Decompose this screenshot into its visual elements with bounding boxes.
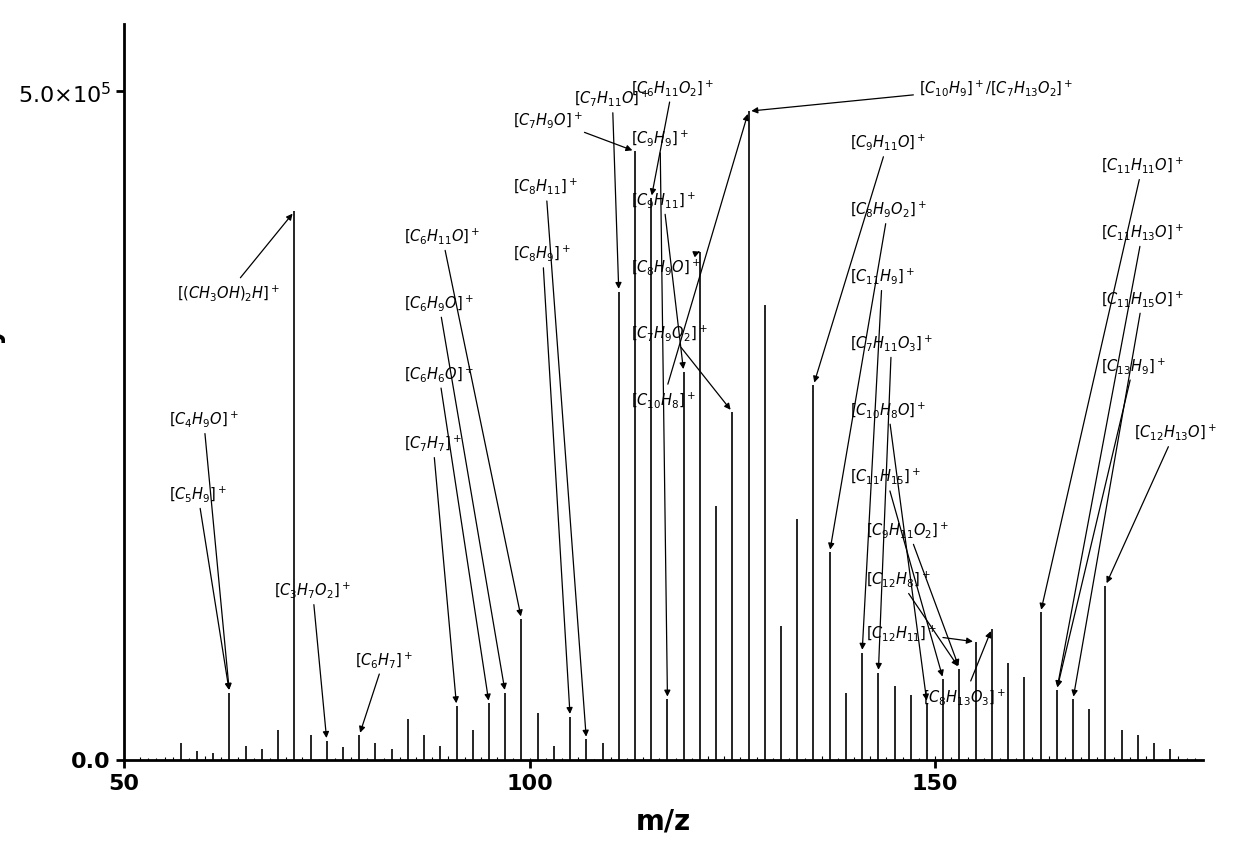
Text: $[C_{10}H_9]^+/[C_7H_{13}O_2]^+$: $[C_{10}H_9]^+/[C_7H_{13}O_2]^+$ — [753, 78, 1074, 114]
Text: $[(CH_3OH)_2H]^+$: $[(CH_3OH)_2H]^+$ — [177, 215, 291, 303]
Text: $[C_6H_7]^+$: $[C_6H_7]^+$ — [355, 649, 413, 732]
Text: $[C_{10}H_8O]^+$: $[C_{10}H_8O]^+$ — [849, 399, 929, 700]
Text: $[C_7H_9O_2]^+$: $[C_7H_9O_2]^+$ — [631, 323, 730, 409]
Text: $[C_3H_7O_2]^+$: $[C_3H_7O_2]^+$ — [274, 580, 351, 737]
Text: $[C_6H_{11}O]^+$: $[C_6H_{11}O]^+$ — [404, 226, 522, 615]
Text: $[C_8H_9O]^+$: $[C_8H_9O]^+$ — [631, 252, 701, 276]
Text: $[C_{12}H_{13}O]^+$: $[C_{12}H_{13}O]^+$ — [1107, 422, 1216, 582]
Text: $[C_5H_9]^+$: $[C_5H_9]^+$ — [169, 484, 231, 689]
Text: $[C_9H_{11}O]^+$: $[C_9H_{11}O]^+$ — [813, 133, 926, 381]
Text: $[C_{13}H_9]^+$: $[C_{13}H_9]^+$ — [1056, 355, 1166, 686]
Text: $[C_4H_9O]^+$: $[C_4H_9O]^+$ — [169, 408, 238, 689]
Text: $[C_{11}H_{11}O]^+$: $[C_{11}H_{11}O]^+$ — [1040, 155, 1184, 609]
Text: $[C_9H_{11}]^+$: $[C_9H_{11}]^+$ — [631, 190, 696, 368]
Text: $[C_{11}H_9]^+$: $[C_{11}H_9]^+$ — [849, 266, 915, 649]
Text: $[C_7H_{11}O_3]^+$: $[C_7H_{11}O_3]^+$ — [849, 333, 934, 668]
Text: $[C_7H_9O]^+$: $[C_7H_9O]^+$ — [513, 110, 631, 151]
Text: $[C_7H_7]^+$: $[C_7H_7]^+$ — [404, 433, 463, 702]
Text: $[C_{10}H_8]^+$: $[C_{10}H_8]^+$ — [631, 116, 749, 410]
Text: $[C_{12}H_8]^+$: $[C_{12}H_8]^+$ — [867, 569, 957, 665]
Text: $[C_8H_9]^+$: $[C_8H_9]^+$ — [513, 243, 572, 712]
Text: $[C_8H_{11}]^+$: $[C_8H_{11}]^+$ — [513, 176, 588, 735]
Text: $[C_6H_6O]^+$: $[C_6H_6O]^+$ — [404, 364, 490, 700]
Text: $[C_7H_{11}O]^+$: $[C_7H_{11}O]^+$ — [574, 89, 651, 288]
Text: $[C_{11}H_{13}O]^+$: $[C_{11}H_{13}O]^+$ — [1056, 222, 1184, 686]
Text: $[C_6H_9O]^+$: $[C_6H_9O]^+$ — [404, 293, 506, 689]
X-axis label: m/z: m/z — [636, 807, 691, 835]
Text: $[C_{11}H_{15}]^+$: $[C_{11}H_{15}]^+$ — [849, 466, 944, 675]
Text: $[C_{11}H_{15}O]^+$: $[C_{11}H_{15}O]^+$ — [1073, 289, 1184, 695]
Text: $[C_{12}H_{11}]^+$: $[C_{12}H_{11}]^+$ — [867, 622, 972, 643]
Y-axis label: Intensity: Intensity — [0, 323, 4, 462]
Text: $[C_8H_{13}O_3]^+$: $[C_8H_{13}O_3]^+$ — [923, 633, 1006, 706]
Text: $[C_6H_{11}O_2]^+$: $[C_6H_{11}O_2]^+$ — [631, 78, 714, 195]
Text: $[C_9H_9]^+$: $[C_9H_9]^+$ — [631, 128, 689, 695]
Text: $[C_9H_{11}O_2]^+$: $[C_9H_{11}O_2]^+$ — [867, 520, 959, 665]
Text: $[C_8H_9O_2]^+$: $[C_8H_9O_2]^+$ — [828, 199, 926, 549]
